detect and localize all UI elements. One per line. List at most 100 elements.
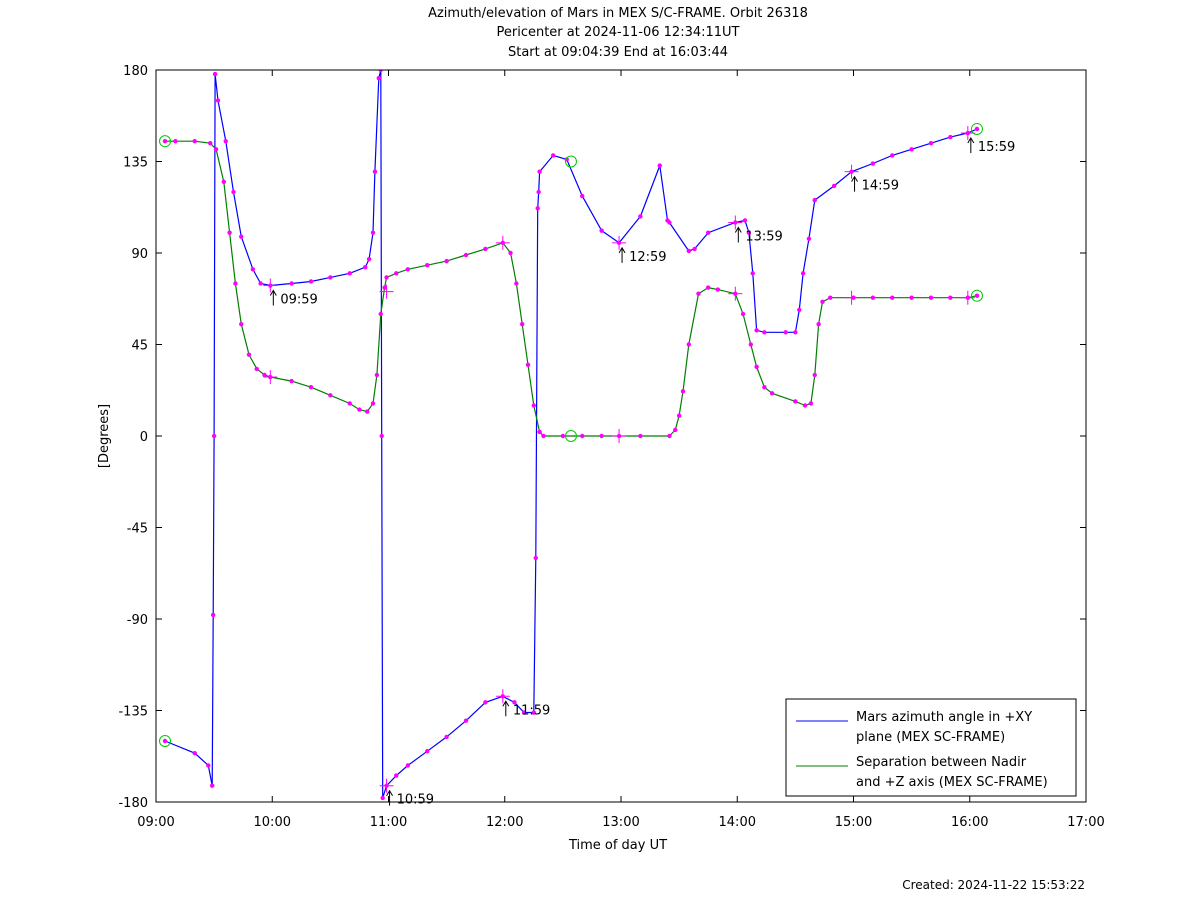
- hour-marker-label: 09:59: [280, 293, 317, 308]
- event-circle: [564, 430, 577, 442]
- data-point: [820, 299, 825, 304]
- data-point: [657, 163, 662, 168]
- x-tick-label: 12:00: [486, 815, 523, 830]
- data-point: [357, 407, 362, 412]
- data-point: [364, 409, 370, 414]
- data-point: [531, 710, 537, 715]
- y-tick-label: -180: [118, 796, 148, 811]
- marker-layer: 09:59 10:59 11:59 12:59 13:59 14:59 15:59: [159, 122, 1015, 808]
- y-tick-label: 90: [131, 247, 148, 262]
- data-point: [308, 385, 314, 390]
- event-circle: [159, 135, 172, 148]
- chart-subtitle-pericenter: Pericenter at 2024-11-06 12:34:11UT: [496, 25, 739, 40]
- data-point: [519, 321, 525, 327]
- data-point: [254, 366, 259, 372]
- data-point: [740, 311, 746, 317]
- data-point: [173, 138, 178, 144]
- y-tick-label: -135: [118, 705, 148, 720]
- data-point: [870, 295, 876, 300]
- x-tick-label: 16:00: [951, 815, 988, 830]
- data-point: [928, 141, 934, 146]
- data-point: [686, 342, 692, 347]
- data-point: [378, 311, 383, 317]
- hour-marker-arrow: [269, 289, 277, 296]
- azimuth-series-line: [164, 70, 978, 799]
- data-point: [521, 710, 527, 715]
- data-point: [379, 433, 384, 439]
- data-point: [676, 413, 682, 418]
- legend-label-separation-line2: and +Z axis (MEX SC-FRAME): [856, 775, 1048, 790]
- legend-label-separation-line1: Separation between Nadir: [856, 755, 1027, 770]
- data-point: [673, 427, 678, 433]
- legend-label-azimuth-line2: plane (MEX SC-FRAME): [856, 730, 1005, 745]
- chart-title: Azimuth/elevation of Mars in MEX S/C-FRA…: [428, 6, 808, 21]
- data-point: [223, 138, 228, 144]
- created-timestamp: Created: 2024-11-22 15:53:22: [902, 878, 1085, 892]
- data-point: [762, 385, 767, 390]
- hour-marker-arrow: [386, 789, 393, 796]
- data-point: [746, 230, 752, 235]
- data-point: [366, 256, 372, 262]
- data-point: [802, 403, 808, 408]
- data-point: [262, 372, 267, 378]
- data-point: [638, 214, 643, 219]
- y-tick-label: -90: [127, 613, 148, 628]
- data-point: [705, 230, 711, 235]
- y-axis: 180 135 90 45 0 -45 -90 -135 -180: [118, 64, 1086, 811]
- data-point: [213, 147, 219, 152]
- data-point: [206, 763, 211, 768]
- data-point: [384, 275, 389, 280]
- data-point: [405, 267, 411, 272]
- hour-marker-arrow: [967, 137, 975, 144]
- data-point: [162, 138, 168, 144]
- x-tick-label: 17:00: [1067, 815, 1104, 830]
- data-point: [800, 271, 806, 276]
- hour-marker-label: 13:59: [745, 230, 782, 245]
- hour-marker-label: 10:59: [397, 793, 434, 808]
- data-point: [405, 763, 411, 768]
- data-point: [425, 748, 430, 754]
- data-point: [363, 265, 368, 270]
- legend-box: [785, 698, 1077, 797]
- data-point: [812, 197, 817, 203]
- x-tick-label: 14:00: [719, 815, 756, 830]
- data-point: [783, 330, 788, 335]
- data-point: [797, 307, 802, 313]
- x-tick-label: 15:00: [835, 815, 872, 830]
- data-point: [754, 328, 759, 333]
- y-tick-label: 180: [123, 64, 148, 79]
- data-point: [246, 352, 252, 357]
- data-point: [828, 295, 833, 300]
- hour-marker-label: 11:59: [513, 703, 550, 718]
- data-point: [209, 783, 215, 788]
- y-axis-label: [Degrees]: [97, 404, 112, 468]
- data-point: [328, 393, 333, 398]
- data-point: [705, 285, 711, 290]
- data-point: [580, 193, 585, 199]
- data-point: [372, 169, 378, 174]
- data-point: [347, 401, 352, 406]
- hour-marker-label: 14:59: [862, 179, 899, 194]
- data-point: [580, 433, 585, 439]
- data-point: [762, 330, 767, 335]
- data-point: [328, 275, 333, 280]
- data-point: [696, 291, 701, 296]
- hour-marker-arrow: [502, 700, 510, 707]
- data-point: [909, 295, 914, 300]
- x-tick-label: 13:00: [602, 815, 639, 830]
- data-point: [974, 126, 980, 132]
- data-point: [227, 230, 232, 235]
- legend: Mars azimuth angle in +XY plane (MEX SC-…: [785, 698, 1077, 797]
- data-point: [370, 230, 376, 235]
- data-point: [831, 183, 837, 189]
- data-point: [928, 295, 934, 300]
- data-point: [374, 372, 380, 378]
- y-tick-label: 45: [131, 339, 148, 354]
- data-point: [394, 271, 399, 276]
- data-point: [370, 401, 376, 406]
- event-circle: [159, 735, 172, 747]
- data-point: [211, 433, 217, 439]
- data-point: [793, 399, 798, 404]
- hour-marker-arrow: [734, 226, 742, 233]
- data-point: [463, 252, 469, 258]
